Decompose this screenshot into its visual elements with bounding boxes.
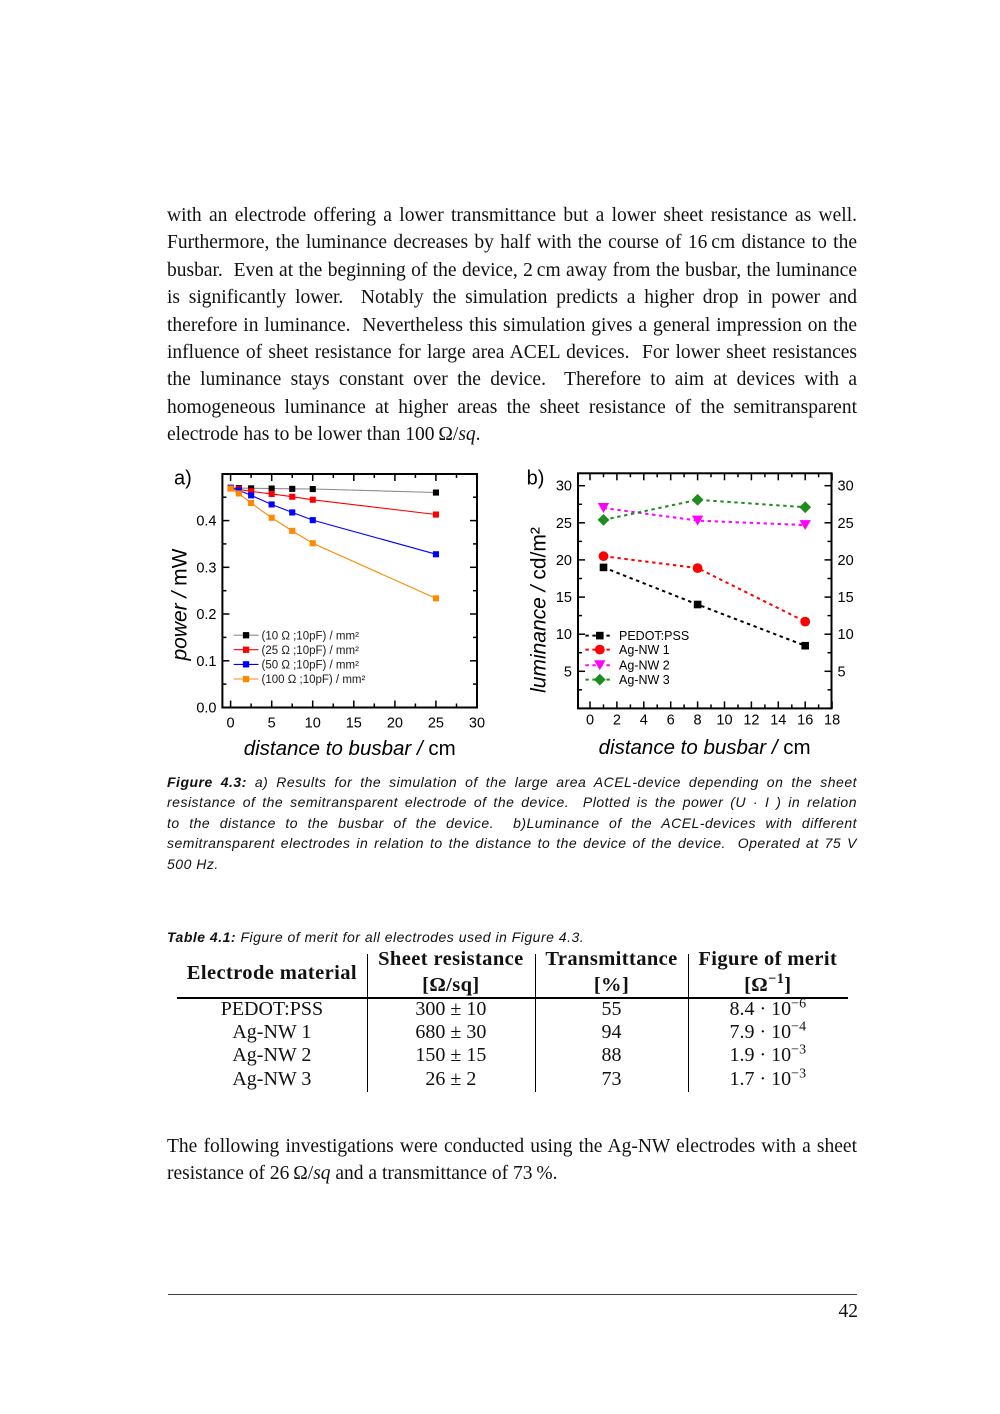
svg-text:Ag-NW 3: Ag-NW 3: [619, 673, 670, 687]
svg-text:18: 18: [824, 713, 840, 729]
svg-text:0.3: 0.3: [196, 560, 216, 576]
svg-text:10: 10: [838, 627, 854, 643]
svg-text:10: 10: [305, 716, 321, 732]
svg-text:16: 16: [797, 713, 813, 729]
svg-text:20: 20: [387, 716, 403, 732]
svg-text:5: 5: [838, 664, 846, 680]
svg-text:14: 14: [770, 713, 786, 729]
svg-text:25: 25: [838, 516, 854, 532]
svg-text:distance to busbar / cm: distance to busbar / cm: [244, 737, 456, 760]
svg-text:Ag-NW 2: Ag-NW 2: [619, 659, 670, 673]
svg-text:luminance / cd/m²: luminance / cd/m²: [528, 527, 551, 693]
svg-text:5: 5: [268, 716, 276, 732]
svg-text:(50 Ω ;10pF) / mm²: (50 Ω ;10pF) / mm²: [262, 660, 360, 672]
svg-text:15: 15: [556, 590, 572, 606]
svg-text:20: 20: [838, 553, 854, 569]
svg-text:0.0: 0.0: [196, 701, 216, 717]
svg-text:power / mW: power / mW: [169, 548, 192, 661]
svg-text:PEDOT:PSS: PEDOT:PSS: [619, 629, 689, 643]
svg-text:(10 Ω ;10pF) / mm²: (10 Ω ;10pF) / mm²: [262, 630, 360, 642]
svg-text:0.1: 0.1: [196, 654, 216, 670]
svg-text:30: 30: [469, 716, 485, 732]
svg-text:0.2: 0.2: [196, 607, 216, 623]
svg-text:0: 0: [227, 716, 235, 732]
svg-text:4: 4: [640, 713, 648, 729]
svg-text:8: 8: [694, 713, 702, 729]
svg-text:12: 12: [743, 713, 759, 729]
svg-text:6: 6: [667, 713, 675, 729]
svg-text:25: 25: [556, 516, 572, 532]
svg-text:5: 5: [564, 664, 572, 680]
svg-text:10: 10: [556, 627, 572, 643]
svg-text:(25 Ω ;10pF) / mm²: (25 Ω ;10pF) / mm²: [262, 645, 360, 657]
svg-text:15: 15: [346, 716, 362, 732]
svg-text:25: 25: [428, 716, 444, 732]
svg-text:30: 30: [838, 479, 854, 495]
svg-text:2: 2: [613, 713, 621, 729]
svg-text:20: 20: [556, 553, 572, 569]
svg-text:15: 15: [838, 590, 854, 606]
svg-text:30: 30: [556, 479, 572, 495]
svg-text:10: 10: [716, 713, 732, 729]
svg-text:a): a): [174, 468, 192, 490]
svg-text:(100 Ω ;10pF) / mm²: (100 Ω ;10pF) / mm²: [262, 674, 366, 686]
svg-text:distance to busbar / cm: distance to busbar / cm: [599, 736, 811, 759]
svg-text:Ag-NW 1: Ag-NW 1: [619, 643, 670, 657]
svg-text:0: 0: [586, 713, 594, 729]
svg-text:0.4: 0.4: [196, 514, 216, 530]
svg-text:b): b): [527, 468, 545, 490]
